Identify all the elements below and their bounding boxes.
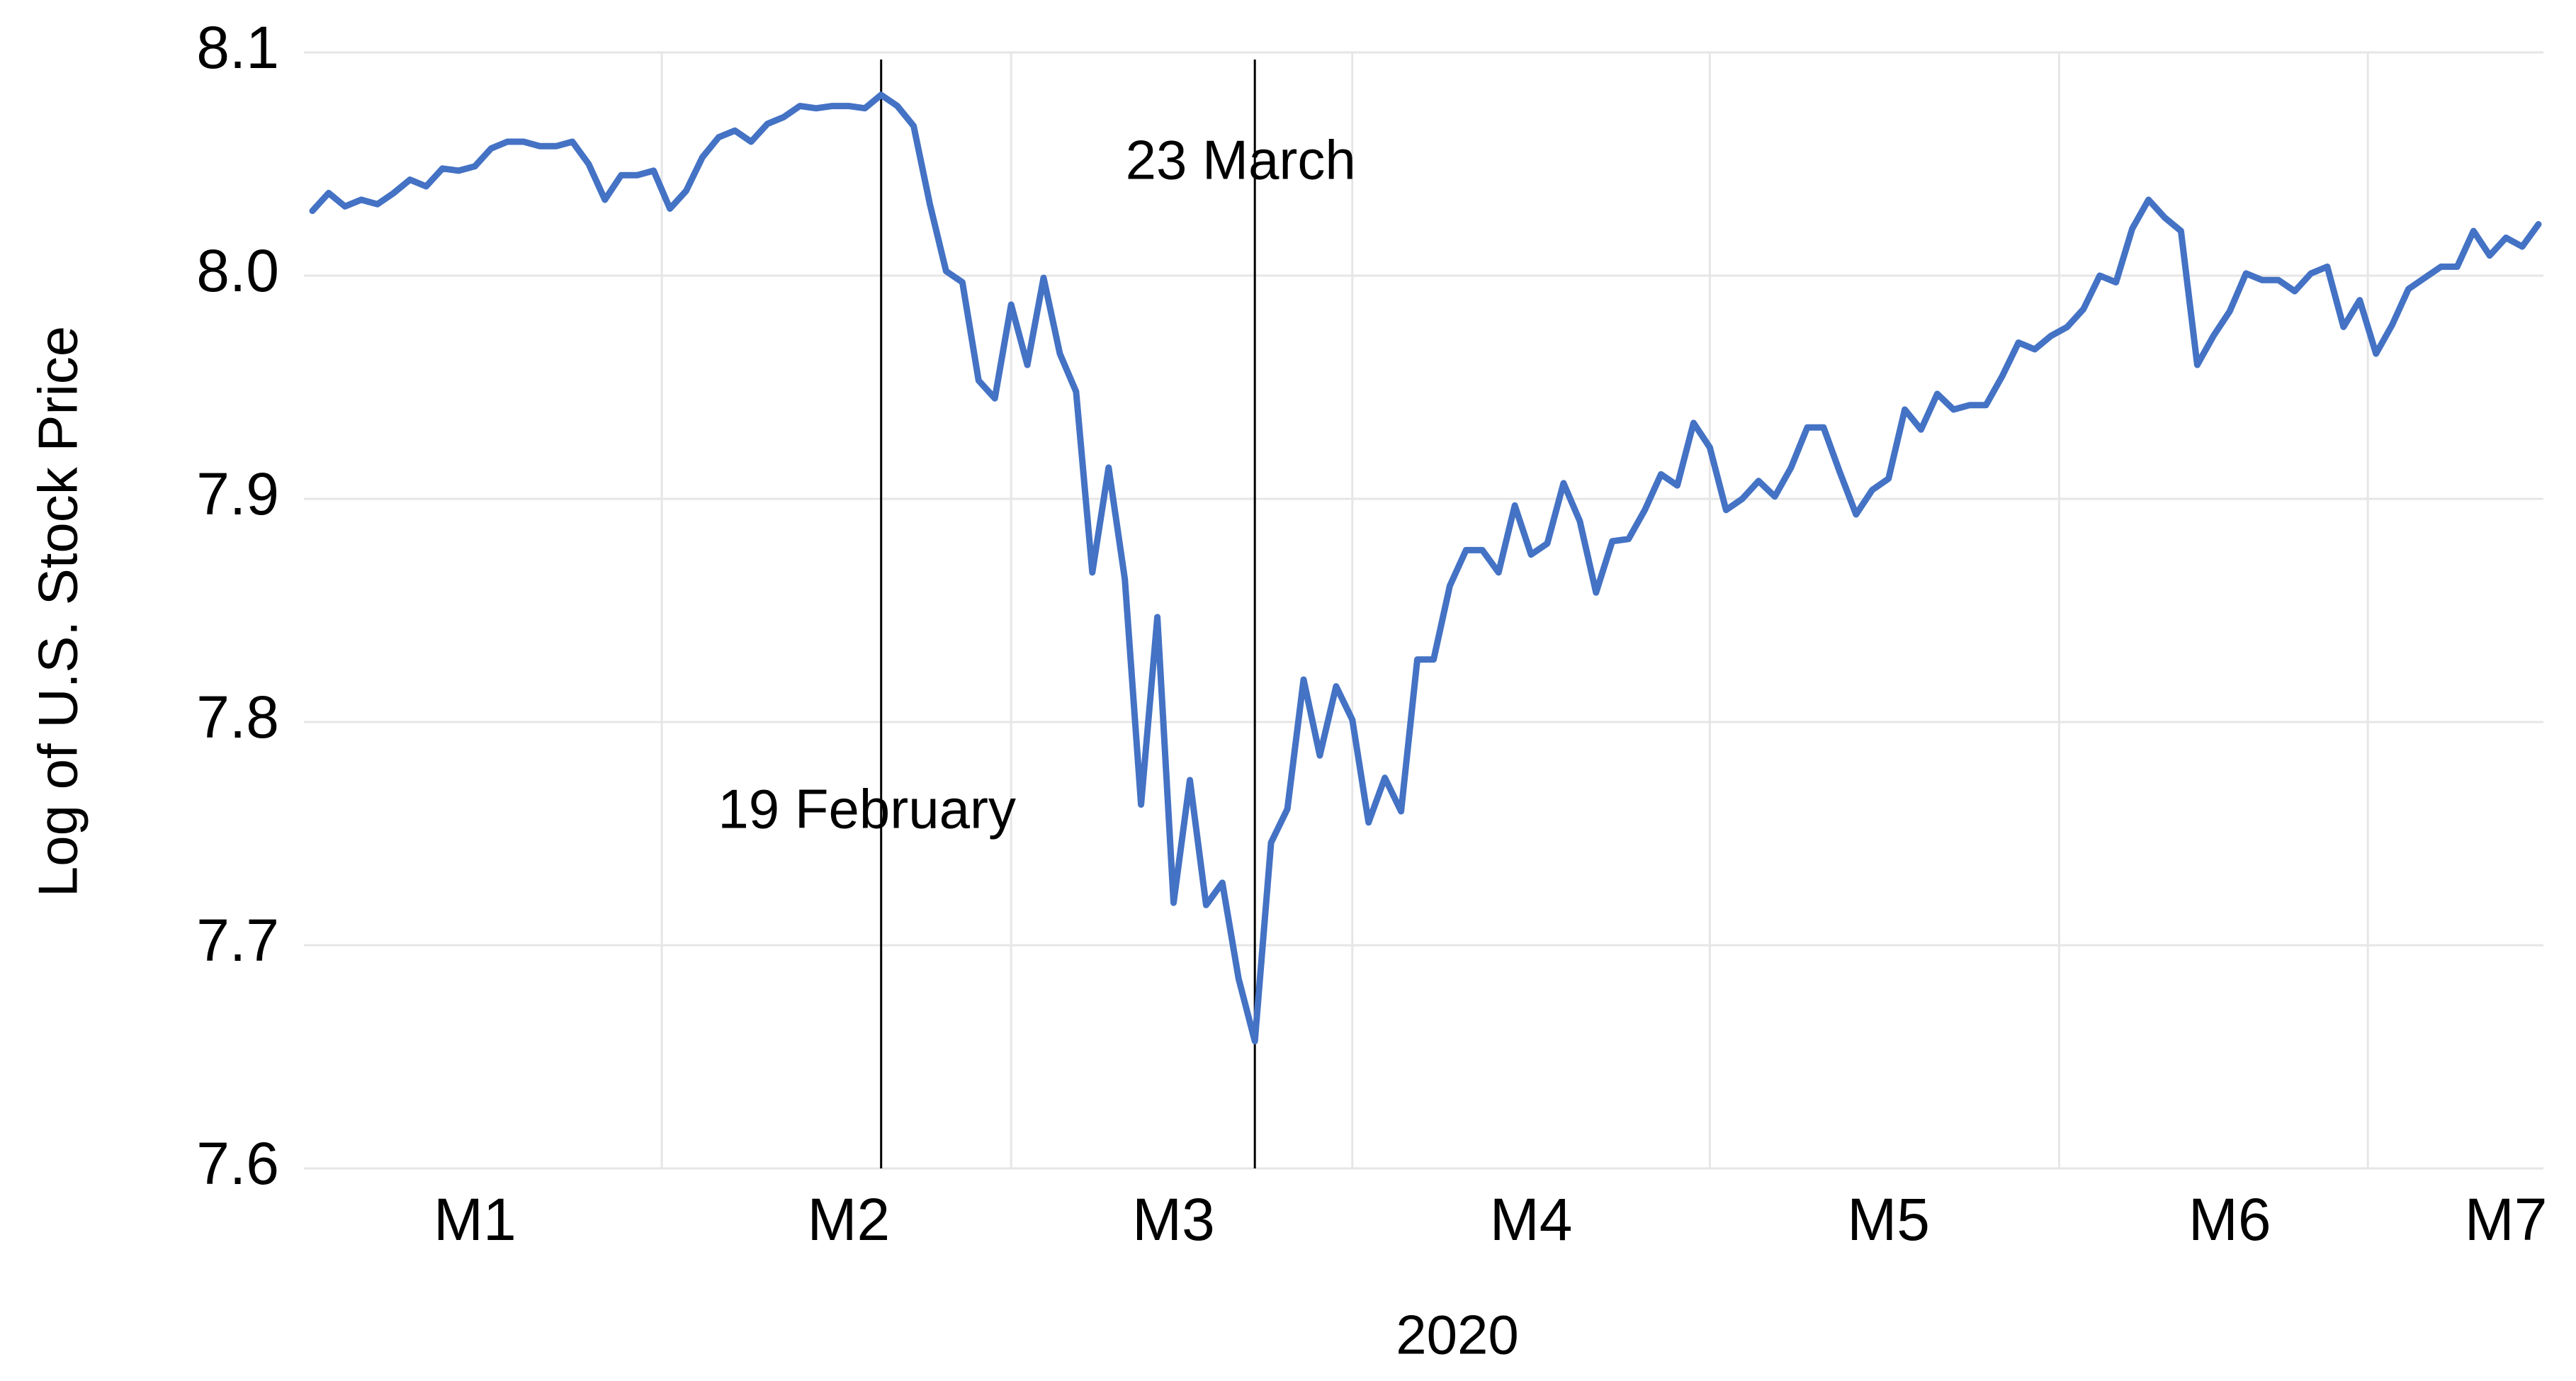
x-tick-label: M1 [434, 1186, 516, 1253]
y-tick-label: 8.0 [196, 237, 279, 304]
x-tick-label: M7 [2465, 1186, 2548, 1253]
annotation: 23 March [1126, 129, 1356, 191]
y-axis-title: Log of U.S. Stock Price [27, 326, 89, 897]
x-axis-title: 2020 [1396, 1304, 1519, 1366]
x-tick-label: M6 [2188, 1186, 2271, 1253]
annotation: 19 February [718, 778, 1016, 840]
x-tick-label: M2 [807, 1186, 890, 1253]
y-tick-label: 8.1 [196, 14, 279, 81]
y-tick-label: 7.7 [196, 907, 279, 974]
price-line [309, 91, 2542, 1044]
x-tick-label: M5 [1847, 1186, 1930, 1253]
y-tick-label: 7.9 [196, 461, 279, 527]
y-tick-label: 7.8 [196, 684, 279, 750]
x-tick-label: M4 [1490, 1186, 1573, 1253]
x-tick-label: M3 [1132, 1186, 1215, 1253]
y-tick-label: 7.6 [196, 1130, 279, 1197]
